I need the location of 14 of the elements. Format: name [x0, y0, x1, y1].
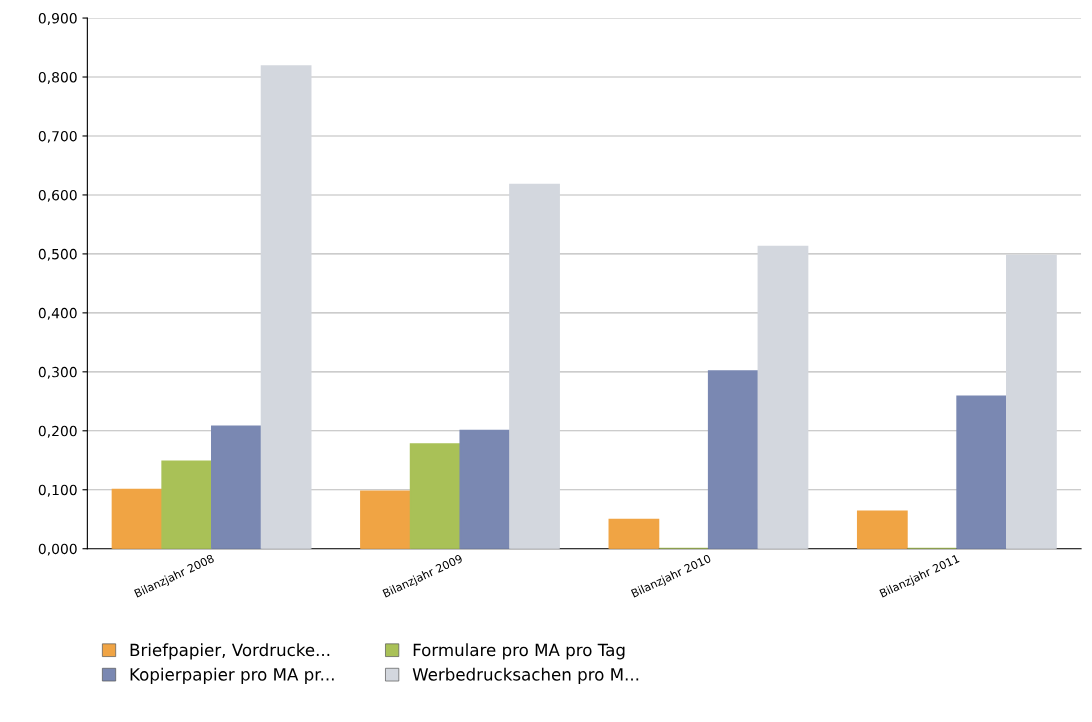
legend-label: Kopierpapier pro MA pr...: [130, 667, 334, 684]
y-tick-label: 0,300: [38, 366, 77, 379]
legend-label: Briefpapier, Vordrucke...: [130, 643, 330, 660]
y-tick-label: 0,900: [38, 13, 77, 25]
y-tick-label: 0,000: [38, 543, 77, 556]
y-tick-label: 0,100: [38, 484, 77, 497]
y-tick-label: 0,700: [38, 130, 77, 143]
y-tick-label: 0,500: [38, 248, 77, 261]
legend-label: Werbedrucksachen pro M...: [412, 667, 639, 684]
y-tick-label: 0,600: [38, 189, 77, 202]
y-tick-label: 0,400: [38, 307, 77, 320]
legend-label: Formulare pro MA pro Tag: [413, 643, 625, 660]
y-tick-label: 0,200: [38, 425, 77, 438]
y-tick-label: 0,800: [38, 71, 77, 84]
